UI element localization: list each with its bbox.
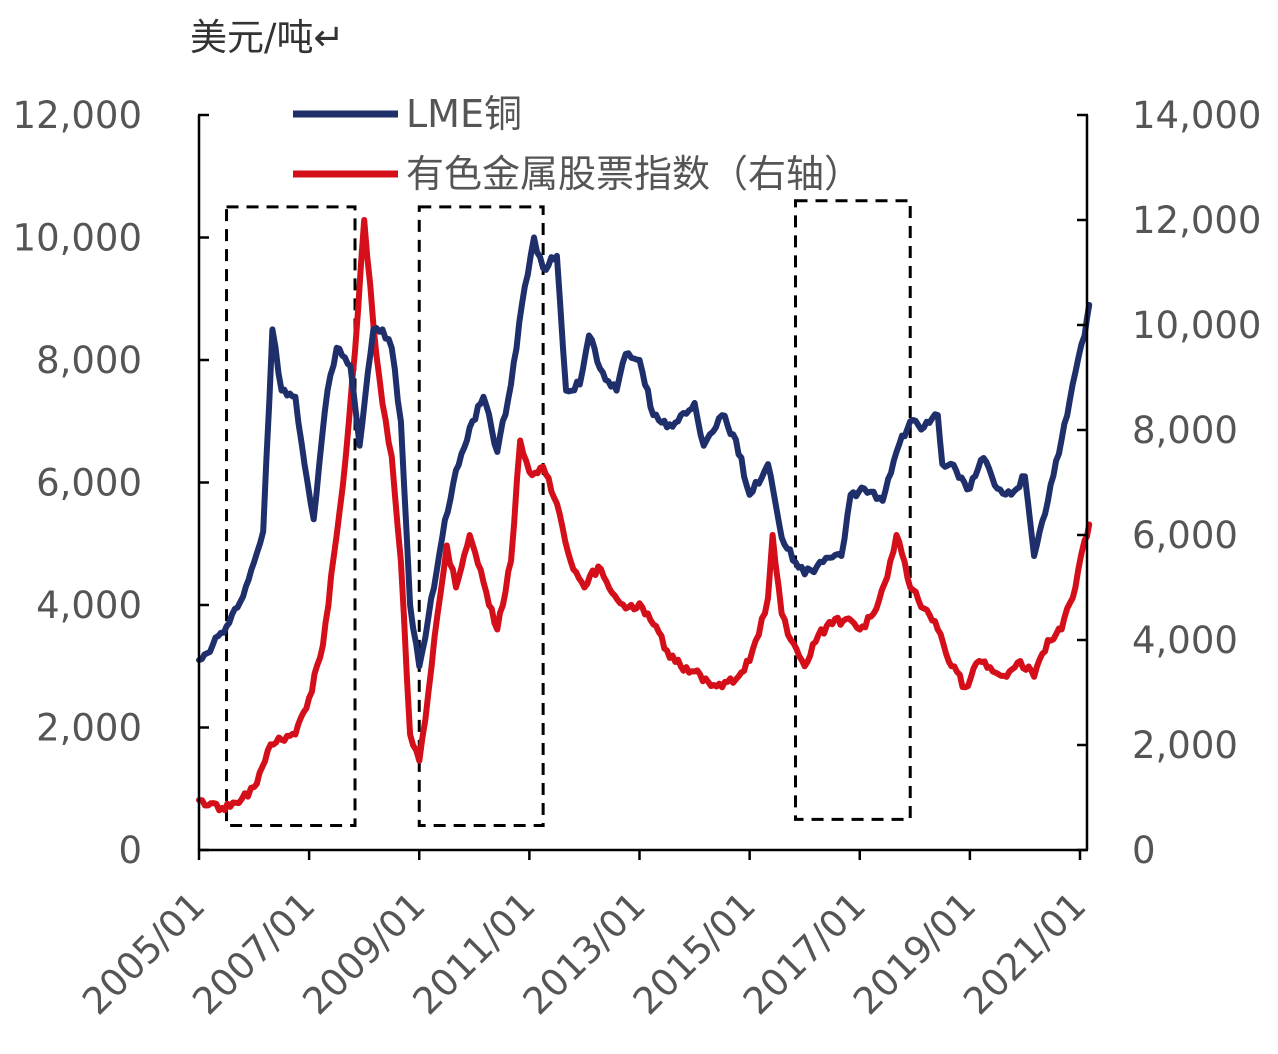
x-tick-label: 2013/01 — [515, 884, 654, 1023]
x-tick-label: 2021/01 — [955, 884, 1094, 1023]
highlight-box-1 — [225, 205, 357, 827]
right-tick-label: 12,000 — [1132, 199, 1261, 242]
x-tick-label: 2011/01 — [405, 884, 544, 1023]
x-tick-label: 2005/01 — [74, 884, 213, 1023]
right-tick-label: 8,000 — [1132, 409, 1238, 452]
x-tick-label: 2009/01 — [295, 884, 434, 1023]
highlight-box-2 — [417, 205, 545, 827]
series-line-metal-index — [196, 217, 1093, 814]
y-unit-label: 美元/吨↵ — [190, 16, 344, 59]
right-tick-label: 0 — [1132, 829, 1156, 872]
legend-label-lme-copper: LME铜 — [406, 92, 522, 136]
series-layer — [196, 217, 1093, 814]
left-tick-label: 10,000 — [13, 217, 142, 260]
series-line-lme-copper — [196, 234, 1093, 670]
x-tick-label: 2007/01 — [184, 884, 323, 1023]
right-tick-label: 6,000 — [1132, 514, 1238, 557]
left-tick-label: 4,000 — [36, 584, 142, 627]
highlight-box-3 — [794, 199, 912, 821]
right-tick-label: 14,000 — [1132, 94, 1261, 137]
legend: LME铜 有色金属股票指数（右轴） — [293, 92, 862, 196]
right-tick-label: 4,000 — [1132, 619, 1238, 662]
left-tick-label: 6,000 — [36, 462, 142, 505]
left-tick-label: 2,000 — [36, 707, 142, 750]
left-tick-label: 0 — [118, 829, 142, 872]
left-tick-label: 8,000 — [36, 339, 142, 382]
x-tick-label: 2015/01 — [625, 884, 764, 1023]
highlight-boxes — [225, 199, 912, 827]
right-tick-label: 2,000 — [1132, 724, 1238, 767]
left-tick-label: 12,000 — [13, 94, 142, 137]
x-tick-label: 2017/01 — [735, 884, 874, 1023]
x-tick-label: 2019/01 — [845, 884, 984, 1023]
legend-label-metal-index: 有色金属股票指数（右轴） — [406, 152, 862, 196]
right-tick-label: 10,000 — [1132, 304, 1261, 347]
